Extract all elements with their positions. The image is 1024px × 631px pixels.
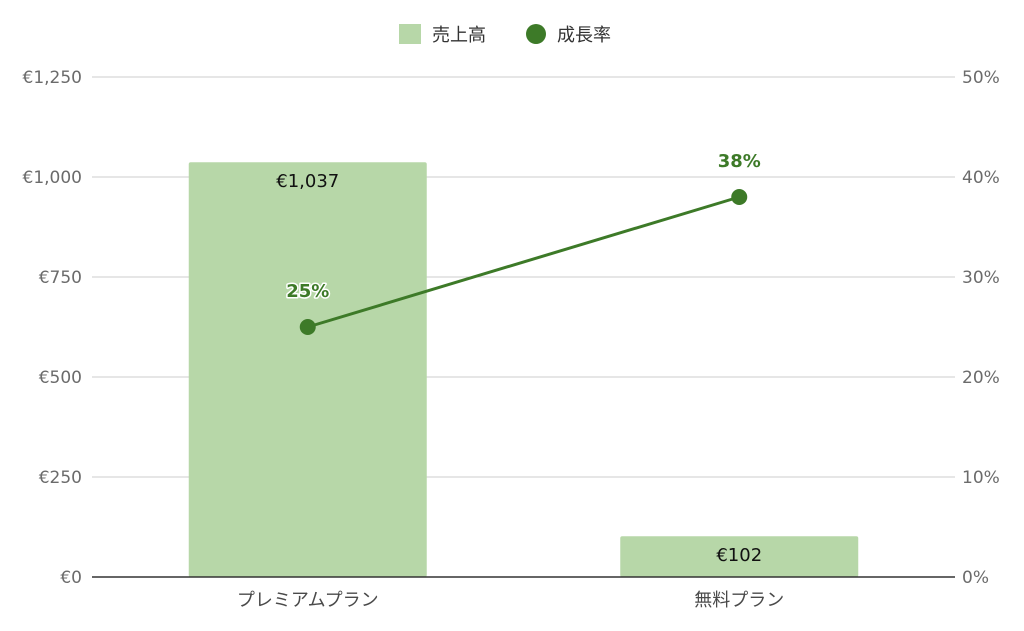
- left-tick-label: €1,000: [23, 168, 82, 188]
- growth-line: [307, 195, 740, 329]
- legend: 売上高 成長率: [399, 24, 611, 46]
- legend-swatch-growth: [526, 24, 546, 44]
- right-axis: 0% 10% 20% 30% 40% 50%: [962, 68, 1000, 588]
- left-axis: €0 €250 €500 €750 €1,000 €1,250: [23, 68, 82, 588]
- bar-1: [620, 536, 859, 577]
- right-tick-label: 50%: [962, 68, 1000, 88]
- category-label-1: 無料プラン: [694, 590, 784, 611]
- bar-0: [188, 162, 427, 577]
- growth-point-1: [731, 189, 748, 205]
- left-tick-label: €750: [39, 268, 82, 288]
- left-tick-label: €250: [39, 468, 82, 488]
- right-tick-label: 30%: [962, 268, 1000, 288]
- bar-series: €1,037 €102: [92, 162, 955, 578]
- left-tick-label: €500: [39, 368, 82, 388]
- growth-label-1: 38%: [718, 151, 761, 172]
- right-tick-label: 10%: [962, 468, 1000, 488]
- left-tick-label: €1,250: [23, 68, 82, 88]
- category-label-0: プレミアムプラン: [237, 590, 379, 611]
- right-tick-label: 0%: [962, 568, 989, 588]
- x-axis: プレミアムプラン 無料プラン: [237, 590, 784, 611]
- bar-label-1: €102: [716, 545, 762, 566]
- growth-point-0: [299, 319, 316, 335]
- left-tick-label: €0: [60, 568, 82, 588]
- growth-label-0: 25%: [286, 281, 329, 302]
- legend-label-sales: 売上高: [432, 25, 486, 46]
- legend-swatch-sales: [399, 24, 421, 44]
- line-series: 25% 38%: [285, 150, 762, 335]
- right-tick-label: 20%: [962, 368, 1000, 388]
- right-tick-label: 40%: [962, 168, 1000, 188]
- bar-label-0: €1,037: [276, 171, 339, 192]
- legend-label-growth: 成長率: [557, 25, 611, 46]
